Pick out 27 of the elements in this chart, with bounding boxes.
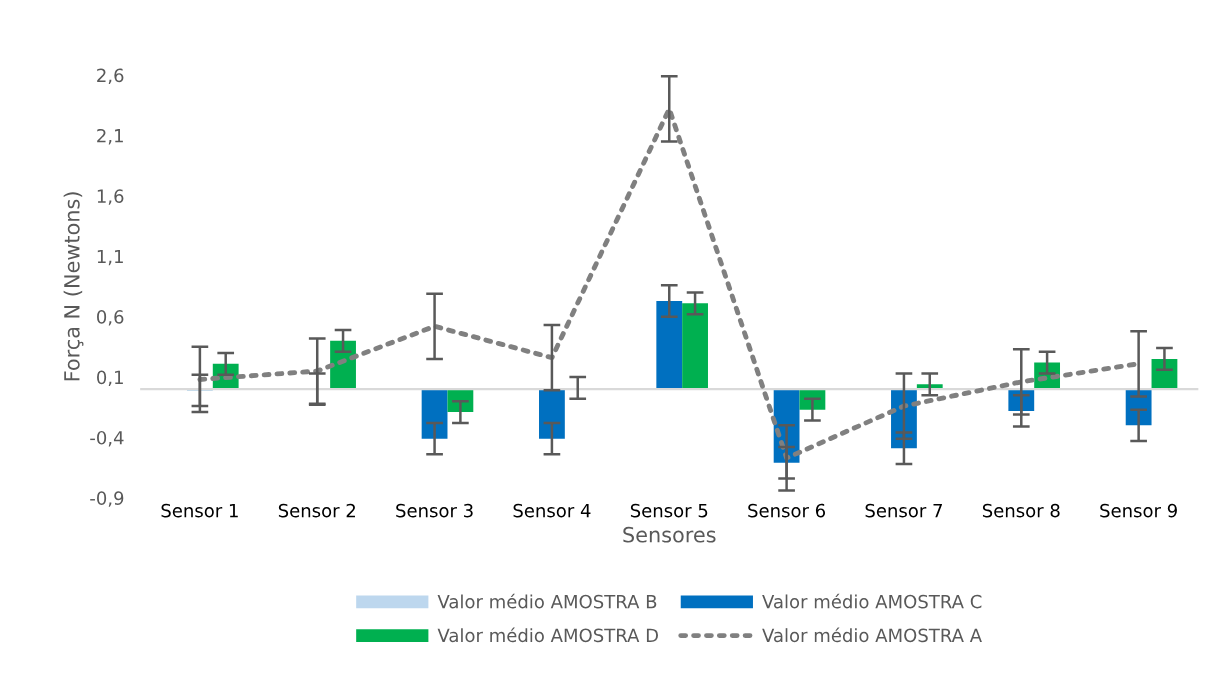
- x-tick-label: Sensor 2: [278, 503, 355, 518]
- bar: [656, 300, 683, 390]
- y-tick-label: 0,1: [97, 370, 123, 387]
- x-tick-label: Sensor 4: [513, 503, 591, 518]
- legend-label: Valor médio AMOSTRA A: [762, 627, 982, 643]
- y-tick-label: -0,4: [90, 430, 124, 447]
- y-tick-label: 0,6: [97, 310, 124, 326]
- legend-label: Valor médio AMOSTRA B: [437, 593, 657, 609]
- x-tick-label: Sensor 9: [1100, 503, 1177, 518]
- y-axis-title: Força N (Newtons): [63, 192, 84, 381]
- x-tick-label: Sensor 7: [865, 503, 942, 518]
- x-axis-title: Sensores: [623, 526, 716, 543]
- y-tick-label: 1,6: [97, 189, 124, 205]
- y-tick-label: 2,6: [97, 68, 124, 84]
- y-tick-label: 2,1: [97, 128, 123, 145]
- x-tick-label: Sensor 1: [161, 503, 238, 518]
- bar: [421, 389, 448, 439]
- legend-label: Valor médio AMOSTRA C: [762, 593, 982, 609]
- legend-label: Valor médio AMOSTRA D: [437, 627, 659, 643]
- x-tick-label: Sensor 3: [396, 503, 473, 518]
- bar: [539, 389, 565, 439]
- x-tick-label: Sensor 8: [982, 503, 1060, 518]
- x-tick-label: Sensor 6: [748, 503, 826, 518]
- x-tick-label: Sensor 5: [630, 503, 708, 518]
- y-tick-label: 1,1: [97, 249, 123, 266]
- bar: [682, 303, 708, 390]
- y-tick-label: -0,9: [90, 491, 124, 507]
